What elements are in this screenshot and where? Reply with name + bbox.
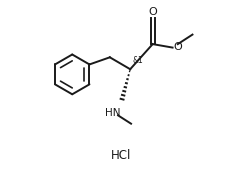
Text: HCl: HCl xyxy=(110,149,131,162)
Text: O: O xyxy=(148,7,157,17)
Text: O: O xyxy=(174,42,182,52)
Text: &1: &1 xyxy=(133,56,143,65)
Text: HN: HN xyxy=(105,108,121,118)
